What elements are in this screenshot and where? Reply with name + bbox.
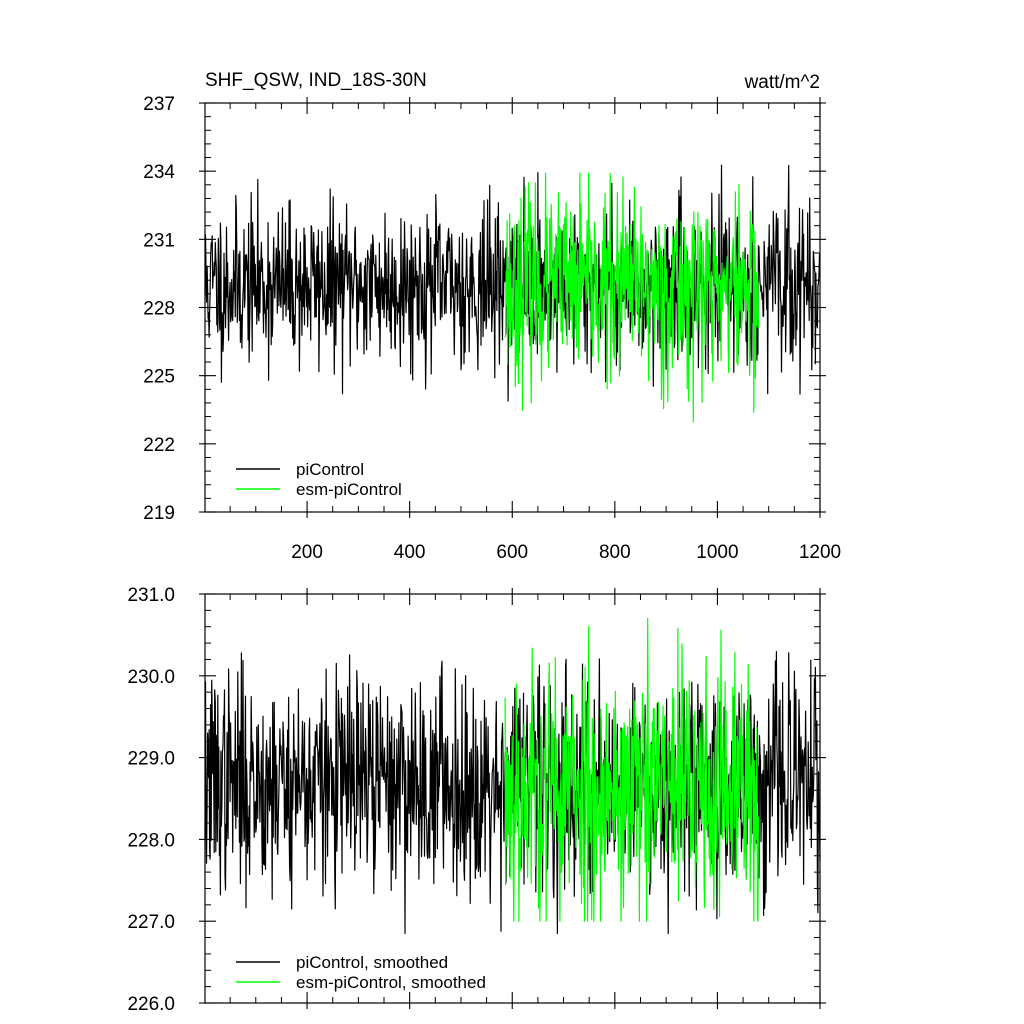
bottom-y-tick-label: 229.0 [127, 749, 175, 770]
top-y-tick-label: 228 [143, 299, 175, 320]
top-y-tick-label: 222 [143, 435, 175, 456]
top-x-tick-label: 600 [496, 542, 528, 563]
bottom-axes: 226.0 227.0 228.0 229.0 230.0 231.0 [127, 585, 826, 1015]
bottom-legend: piControl, smoothed esm-piControl, smoot… [236, 953, 486, 992]
top-x-tick-label: 400 [394, 542, 426, 563]
top-series-esm-picontrol-line [504, 172, 759, 423]
top-x-tick-label: 800 [599, 542, 631, 563]
bottom-legend-label-1: esm-piControl, smoothed [296, 973, 486, 992]
bottom-y-tick-label: 227.0 [127, 912, 175, 933]
bottom-series-esm-picontrol-line [504, 617, 760, 922]
bottom-y-tick-label: 230.0 [127, 667, 175, 688]
top-series-group [204, 164, 821, 423]
top-y-tick-label: 219 [143, 503, 175, 524]
top-y-tick-label: 234 [143, 162, 175, 183]
bottom-y-tick-label: 226.0 [127, 994, 175, 1015]
bottom-y-tick-label: 231.0 [127, 585, 175, 606]
top-x-tick-label: 1200 [799, 542, 841, 563]
top-x-tick-label: 200 [291, 542, 323, 563]
bottom-panel: 226.0 227.0 228.0 229.0 230.0 231.0 piControl… [127, 585, 826, 1015]
top-y-tick-label: 231 [143, 230, 175, 251]
top-units: watt/m^2 [744, 72, 820, 93]
top-y-tick-label: 237 [143, 94, 175, 115]
top-x-tick-label: 1000 [696, 542, 738, 563]
top-legend-label-0: piControl [296, 460, 364, 479]
top-y-tick-label: 225 [143, 367, 175, 388]
top-axes: 200 400 600 800 1000 1200 219 222 225 228 231 234 23… [143, 94, 841, 563]
bottom-series-group [204, 617, 821, 935]
top-series-picontrol-line [204, 164, 821, 402]
top-legend-label-1: esm-piControl [296, 480, 402, 499]
top-title: SHF_QSW, IND_18S-30N [205, 70, 427, 91]
bottom-y-tick-label: 228.0 [127, 830, 175, 851]
bottom-legend-label-0: piControl, smoothed [296, 953, 448, 972]
top-legend: piControl esm-piControl [236, 460, 402, 499]
top-panel: SHF_QSW, IND_18S-30N watt/m^2 200 400 600 8… [143, 70, 841, 563]
